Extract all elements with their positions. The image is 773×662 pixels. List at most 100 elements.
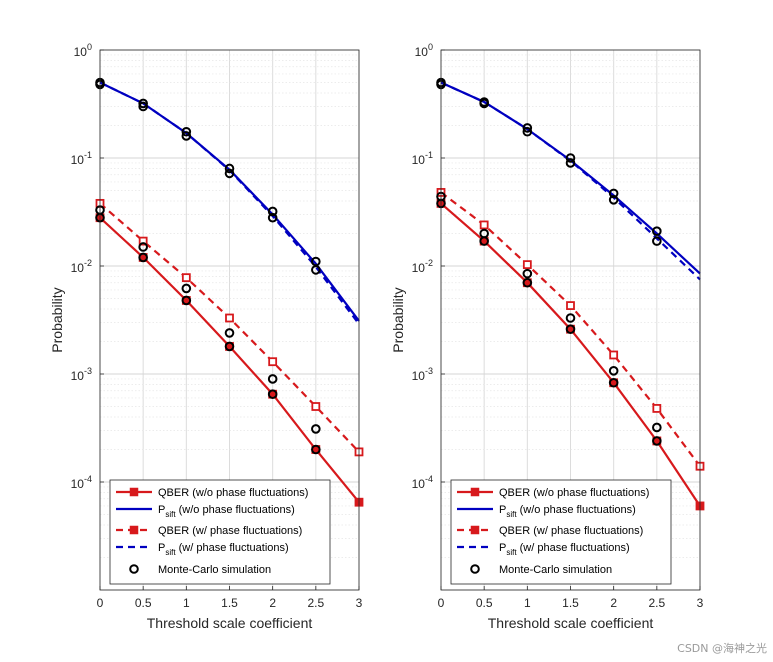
series-2-point bbox=[311, 402, 321, 411]
series-4-point bbox=[608, 195, 619, 205]
series-4-point bbox=[652, 226, 662, 237]
x-tick-label: 2 bbox=[269, 596, 276, 610]
x-tick-label: 0.5 bbox=[135, 596, 152, 610]
series-4-point bbox=[522, 123, 533, 133]
series-2-point bbox=[225, 313, 234, 323]
series-4-point bbox=[224, 341, 235, 352]
y-tick-label: 100 bbox=[415, 42, 433, 59]
series-4-point bbox=[311, 444, 321, 455]
series-2-point bbox=[522, 260, 532, 270]
series-4-point bbox=[479, 98, 489, 109]
series-4-point bbox=[522, 126, 533, 137]
series-4-point bbox=[224, 163, 235, 174]
watermark: CSDN @海神之光 bbox=[677, 642, 767, 655]
legend-label: Psift (w/o phase fluctuations) bbox=[499, 504, 636, 519]
y-axis: 100 10-1 10-2 10-3 10-4 Probability bbox=[390, 42, 445, 491]
x-axis-title: Threshold scale coefficient bbox=[488, 615, 654, 631]
y-tick-label: 10-1 bbox=[71, 150, 92, 167]
series-4-point bbox=[565, 313, 576, 323]
series-4-point bbox=[652, 436, 662, 446]
series-4-point bbox=[267, 389, 278, 400]
legend-marker-circle bbox=[470, 564, 480, 574]
series-4-point bbox=[181, 283, 192, 294]
series-1-line bbox=[440, 81, 701, 275]
legend-marker-circle bbox=[129, 564, 139, 574]
legend-label: QBER (w/ phase fluctuations) bbox=[158, 525, 302, 537]
y-tick-label: 10-2 bbox=[71, 258, 92, 275]
series-4-point bbox=[652, 422, 662, 433]
series-4-point bbox=[138, 101, 148, 112]
x-tick-label: 0 bbox=[97, 596, 104, 610]
x-tick-label: 0.5 bbox=[476, 596, 493, 610]
x-axis: 0 0.5 1 1.5 2 2.5 3 Threshold scale coefficient bbox=[438, 586, 704, 631]
series-2-point bbox=[479, 220, 489, 230]
legend: QBER (w/o phase fluctuations) Psift (w/o … bbox=[109, 479, 331, 585]
legend-marker-square bbox=[129, 525, 139, 535]
y-axis-title: Probability bbox=[390, 287, 406, 352]
legend-label: Psift (w/ phase fluctuations) bbox=[158, 542, 289, 557]
y-tick-label: 10-4 bbox=[412, 474, 433, 491]
x-tick-label: 2.5 bbox=[307, 596, 324, 610]
x-tick-label: 1.5 bbox=[221, 596, 238, 610]
legend-box bbox=[109, 479, 331, 585]
legend-marker-square bbox=[129, 487, 139, 497]
x-axis-title: Threshold scale coefficient bbox=[147, 615, 313, 631]
series-4-point bbox=[565, 324, 576, 334]
legend-label: QBER (w/o phase fluctuations) bbox=[158, 487, 308, 499]
y-tick-label: 10-4 bbox=[71, 474, 92, 491]
series-3-line bbox=[440, 81, 701, 281]
legend-label: Psift (w/ phase fluctuations) bbox=[499, 542, 630, 557]
series-4-point bbox=[181, 295, 192, 306]
x-tick-label: 1 bbox=[183, 596, 190, 610]
series-2-point bbox=[566, 301, 575, 310]
x-tick-label: 1.5 bbox=[562, 596, 579, 610]
series-4-point bbox=[565, 153, 576, 163]
legend-marker-square bbox=[470, 487, 480, 497]
x-tick-label: 1 bbox=[524, 596, 531, 610]
series-4-point bbox=[224, 168, 235, 179]
series-2-point bbox=[609, 350, 619, 360]
legend: QBER (w/o phase fluctuations) Psift (w/o … bbox=[450, 479, 672, 585]
series-4-point bbox=[138, 98, 148, 109]
legend-box bbox=[450, 479, 672, 585]
left-plot: 0 0.5 1 1.5 2 2.5 3 Threshold scale coefficient… bbox=[49, 42, 364, 631]
y-tick-label: 10-3 bbox=[412, 366, 433, 383]
series-4-point bbox=[522, 277, 533, 288]
series-2-point bbox=[138, 236, 148, 246]
x-tick-label: 3 bbox=[697, 596, 704, 610]
series-2-point bbox=[181, 273, 191, 283]
y-tick-label: 10-3 bbox=[71, 366, 92, 383]
series-4-point bbox=[224, 328, 235, 338]
y-axis: 100 10-1 10-2 10-3 10-4 Probability bbox=[49, 42, 104, 491]
series-4-point bbox=[608, 366, 619, 376]
series-4-point bbox=[267, 206, 278, 217]
y-tick-label: 10-1 bbox=[412, 150, 433, 167]
series-4-point bbox=[479, 228, 489, 239]
legend-label: QBER (w/ phase fluctuations) bbox=[499, 525, 643, 537]
series-4-point bbox=[311, 265, 321, 275]
series-4-point bbox=[522, 268, 533, 279]
y-tick-label: 100 bbox=[74, 42, 92, 59]
series-4-point bbox=[267, 374, 278, 384]
series-4-point bbox=[181, 131, 192, 141]
legend-marker-square bbox=[470, 525, 480, 535]
series-4-point bbox=[138, 252, 148, 263]
x-tick-label: 0 bbox=[438, 596, 445, 610]
series-4-point bbox=[267, 212, 278, 223]
x-tick-label: 3 bbox=[356, 596, 363, 610]
series-4-point bbox=[138, 242, 148, 252]
series-4-point bbox=[565, 158, 576, 168]
series-4-point bbox=[608, 188, 619, 199]
legend-label: Monte-Carlo simulation bbox=[158, 564, 271, 576]
series-4-point bbox=[652, 236, 662, 246]
legend-label: QBER (w/o phase fluctuations) bbox=[499, 487, 649, 499]
legend-label: Monte-Carlo simulation bbox=[499, 564, 612, 576]
series-4-point bbox=[608, 377, 619, 388]
legend-label: Psift (w/o phase fluctuations) bbox=[158, 504, 295, 519]
x-axis: 0 0.5 1 1.5 2 2.5 3 Threshold scale coefficient bbox=[97, 586, 363, 631]
right-plot: 0 0.5 1 1.5 2 2.5 3 Threshold scale coefficient… bbox=[390, 42, 705, 631]
y-axis-title: Probability bbox=[49, 287, 65, 352]
y-tick-label: 10-2 bbox=[412, 258, 433, 275]
x-tick-label: 2 bbox=[610, 596, 617, 610]
